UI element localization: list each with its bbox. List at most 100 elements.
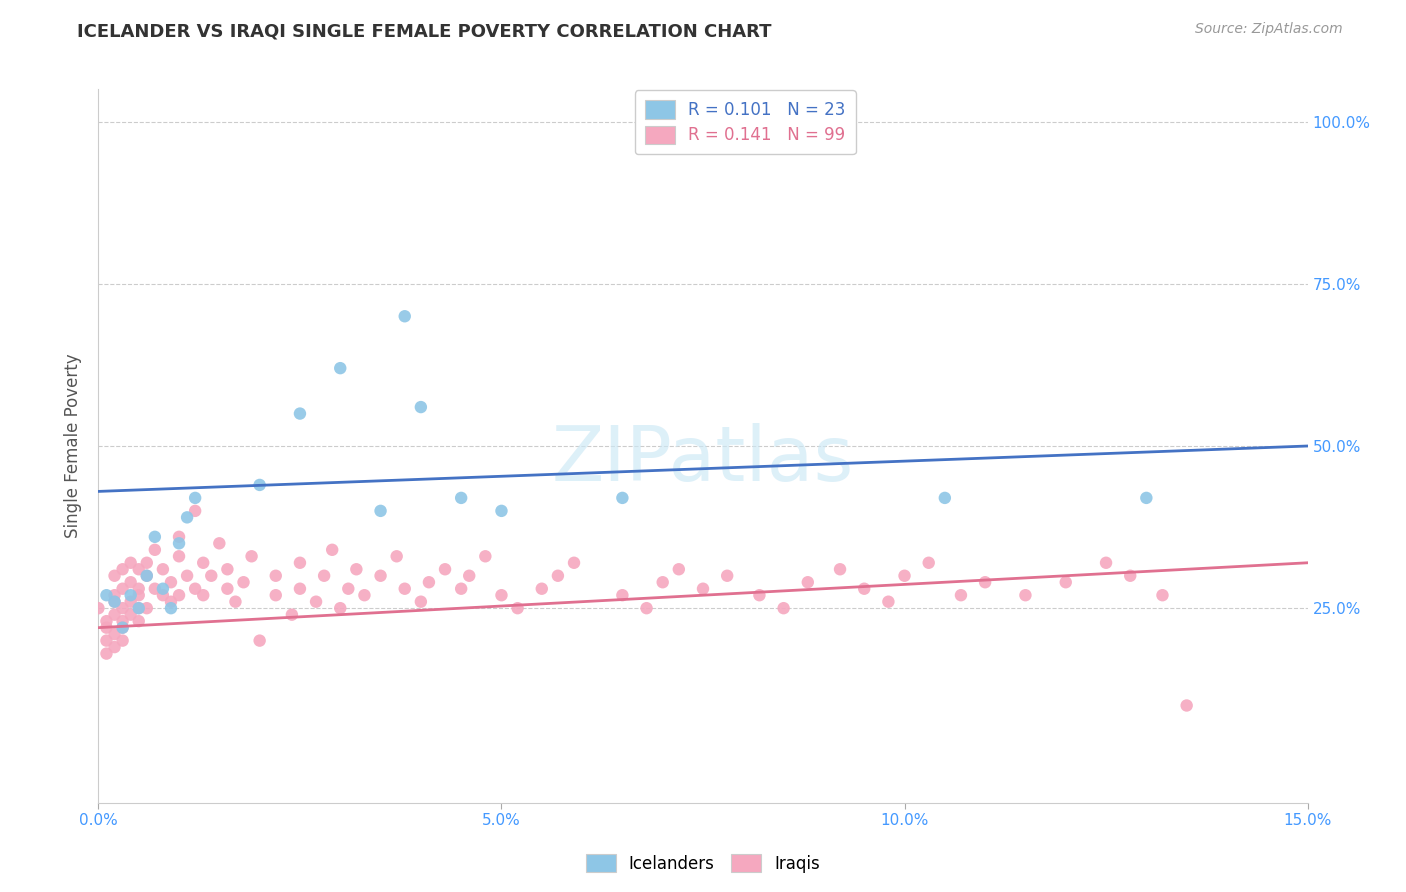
Text: ICELANDER VS IRAQI SINGLE FEMALE POVERTY CORRELATION CHART: ICELANDER VS IRAQI SINGLE FEMALE POVERTY… xyxy=(77,22,772,40)
Point xyxy=(344,562,367,576)
Point xyxy=(96,647,118,661)
Point xyxy=(167,588,190,602)
Point xyxy=(264,568,287,582)
Point xyxy=(612,491,634,505)
Point xyxy=(184,504,207,518)
Point xyxy=(353,588,375,602)
Point xyxy=(120,588,142,602)
Point xyxy=(120,556,142,570)
Point xyxy=(506,601,529,615)
Point xyxy=(305,595,328,609)
Point xyxy=(193,588,215,602)
Point xyxy=(167,536,190,550)
Point xyxy=(128,601,150,615)
Point xyxy=(103,568,125,582)
Point xyxy=(120,595,142,609)
Point xyxy=(135,568,157,582)
Point xyxy=(314,568,336,582)
Point xyxy=(651,575,673,590)
Point xyxy=(409,595,432,609)
Legend: Icelanders, Iraqis: Icelanders, Iraqis xyxy=(579,847,827,880)
Point xyxy=(184,582,207,596)
Point xyxy=(692,582,714,596)
Point xyxy=(160,575,183,590)
Point xyxy=(418,575,440,590)
Point xyxy=(288,556,311,570)
Point xyxy=(111,562,134,576)
Text: Source: ZipAtlas.com: Source: ZipAtlas.com xyxy=(1195,22,1343,37)
Point xyxy=(329,361,352,376)
Point xyxy=(135,568,157,582)
Point xyxy=(103,640,125,654)
Point xyxy=(184,491,207,505)
Point xyxy=(828,562,851,576)
Point xyxy=(160,601,183,615)
Point xyxy=(1175,698,1198,713)
Point xyxy=(193,556,215,570)
Point xyxy=(103,595,125,609)
Point xyxy=(240,549,263,564)
Point xyxy=(949,588,972,602)
Point xyxy=(128,562,150,576)
Point xyxy=(853,582,876,596)
Point xyxy=(562,556,585,570)
Point xyxy=(111,633,134,648)
Point xyxy=(176,568,198,582)
Point xyxy=(370,504,392,518)
Point xyxy=(96,633,118,648)
Point xyxy=(224,595,246,609)
Point xyxy=(135,556,157,570)
Legend: R = 0.101   N = 23, R = 0.141   N = 99: R = 0.101 N = 23, R = 0.141 N = 99 xyxy=(636,90,856,154)
Point xyxy=(152,588,174,602)
Point xyxy=(748,588,770,602)
Point xyxy=(450,491,472,505)
Point xyxy=(370,568,392,582)
Point xyxy=(450,582,472,596)
Point xyxy=(167,549,190,564)
Point xyxy=(337,582,360,596)
Point xyxy=(1095,556,1118,570)
Text: ZIPatlas: ZIPatlas xyxy=(551,424,855,497)
Point xyxy=(152,582,174,596)
Point xyxy=(143,582,166,596)
Point xyxy=(530,582,553,596)
Point xyxy=(232,575,254,590)
Y-axis label: Single Female Poverty: Single Female Poverty xyxy=(65,354,83,538)
Point xyxy=(474,549,496,564)
Point xyxy=(143,542,166,557)
Point xyxy=(96,614,118,628)
Point xyxy=(111,601,134,615)
Point xyxy=(434,562,457,576)
Point xyxy=(208,536,231,550)
Point xyxy=(167,530,190,544)
Point xyxy=(128,601,150,615)
Point xyxy=(491,504,513,518)
Point xyxy=(974,575,997,590)
Point xyxy=(797,575,820,590)
Point xyxy=(288,582,311,596)
Point xyxy=(716,568,738,582)
Point xyxy=(772,601,794,615)
Point xyxy=(103,627,125,641)
Point xyxy=(200,568,222,582)
Point xyxy=(491,588,513,602)
Point xyxy=(668,562,690,576)
Point xyxy=(249,633,271,648)
Point xyxy=(160,595,183,609)
Point xyxy=(321,542,343,557)
Point xyxy=(111,582,134,596)
Point xyxy=(1054,575,1077,590)
Point xyxy=(1014,588,1036,602)
Point xyxy=(217,582,239,596)
Point xyxy=(636,601,658,615)
Point xyxy=(128,588,150,602)
Point xyxy=(87,601,110,615)
Point xyxy=(264,588,287,602)
Point xyxy=(385,549,408,564)
Point xyxy=(934,491,956,505)
Point xyxy=(111,621,134,635)
Point xyxy=(111,614,134,628)
Point xyxy=(135,601,157,615)
Point xyxy=(877,595,900,609)
Point xyxy=(103,607,125,622)
